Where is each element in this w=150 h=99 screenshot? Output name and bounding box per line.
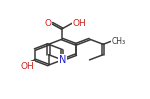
Text: O: O — [44, 19, 51, 28]
Text: OH: OH — [73, 19, 87, 28]
Text: N: N — [58, 55, 66, 65]
Text: OH: OH — [21, 62, 34, 71]
Text: CH₃: CH₃ — [111, 37, 126, 46]
